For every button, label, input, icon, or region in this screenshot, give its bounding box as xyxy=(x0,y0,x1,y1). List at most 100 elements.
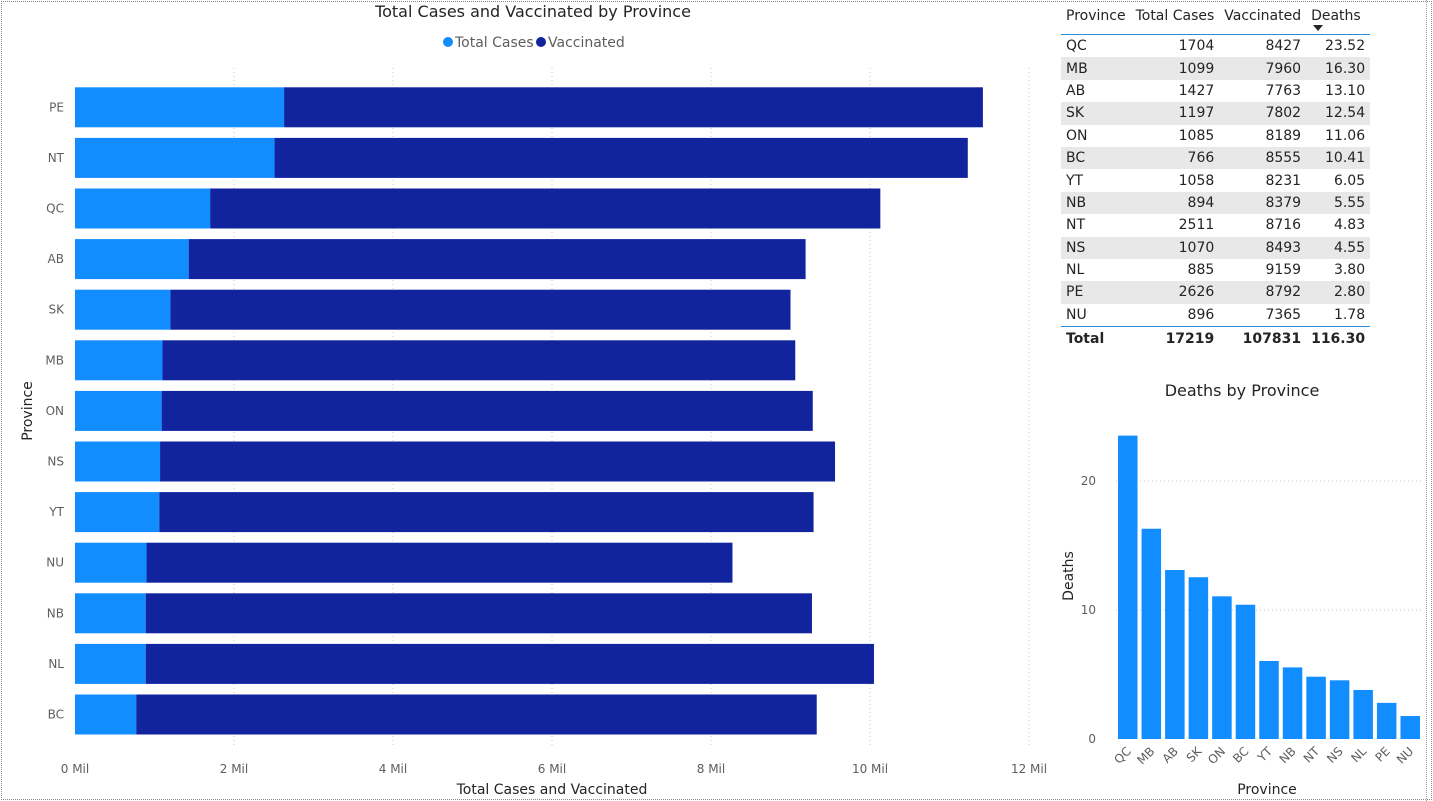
deaths-x-tick-label: NS xyxy=(1324,744,1346,766)
deaths-x-tick-label: AB xyxy=(1159,744,1181,766)
bar-total-cases[interactable] xyxy=(75,492,160,533)
bar-total-cases[interactable] xyxy=(75,390,162,431)
bar-total-cases[interactable] xyxy=(75,188,211,229)
bar-total-cases[interactable] xyxy=(75,87,285,128)
bar-vaccinated[interactable] xyxy=(162,340,796,381)
cell-vaccinated: 7365 xyxy=(1265,306,1302,323)
cell-vaccinated: 7802 xyxy=(1219,102,1307,125)
bar-total-cases[interactable] xyxy=(75,643,146,684)
bar-deaths[interactable] xyxy=(1376,702,1397,739)
bar-deaths[interactable] xyxy=(1212,596,1232,739)
col-header-deaths-label: Deaths xyxy=(1311,8,1361,24)
col-header-vaccinated[interactable]: Vaccinated xyxy=(1224,8,1302,24)
deaths-x-ticks: QC MB AB SK ON BC YT NB NT NS NL PE NU xyxy=(1111,743,1416,767)
total-vaccinated-sum: 107831 xyxy=(1219,326,1307,351)
bar-vaccinated[interactable] xyxy=(146,542,733,583)
cell-province: YT xyxy=(1066,172,1084,189)
table-row[interactable]: NT 2511 8716 4.83 xyxy=(1061,214,1370,236)
main-x-tick-label: 4 Mil xyxy=(379,762,407,776)
bar-vaccinated[interactable] xyxy=(188,239,806,280)
table-row[interactable]: NU 896 7365 1.78 xyxy=(1061,304,1370,327)
deaths-y-tick-label: 20 xyxy=(1081,474,1096,488)
province-table[interactable]: Province Total Cases Vaccinated Deaths Q… xyxy=(1061,4,1371,351)
bar-deaths[interactable] xyxy=(1165,570,1185,739)
cell-deaths: 2.80 xyxy=(1306,281,1371,304)
col-header-province[interactable]: Province xyxy=(1066,8,1126,24)
bar-deaths[interactable] xyxy=(1353,689,1373,739)
col-header-deaths[interactable]: Deaths xyxy=(1306,4,1370,35)
legend-marker-total-cases xyxy=(443,37,453,47)
legend-label-total-cases: Total Cases xyxy=(454,35,534,51)
bar-deaths[interactable] xyxy=(1259,660,1279,739)
main-x-ticks: 0 Mil 2 Mil 4 Mil 6 Mil 8 Mil 10 Mil 12 Mil xyxy=(61,762,1047,776)
bar-deaths[interactable] xyxy=(1141,528,1162,739)
bar-total-cases[interactable] xyxy=(75,694,137,735)
table-row[interactable]: NL 885 9159 3.80 xyxy=(1061,259,1370,281)
bar-vaccinated[interactable] xyxy=(274,137,968,178)
bar-vaccinated[interactable] xyxy=(145,643,874,684)
bar-total-cases[interactable] xyxy=(75,441,161,482)
bar-deaths[interactable] xyxy=(1282,667,1303,739)
main-y-tick-label: PE xyxy=(49,100,64,114)
deaths-x-tick-label: ON xyxy=(1205,744,1228,767)
bar-total-cases[interactable] xyxy=(75,289,171,330)
bar-deaths[interactable] xyxy=(1306,676,1326,739)
deaths-x-tick-label: NU xyxy=(1394,744,1416,766)
cell-deaths: 5.55 xyxy=(1306,191,1371,215)
main-y-tick-label: ON xyxy=(46,404,64,418)
cell-province: SK xyxy=(1061,102,1131,125)
bar-vaccinated[interactable] xyxy=(160,441,836,482)
table-row[interactable]: MB 1099 7960 16.30 xyxy=(1061,57,1371,80)
table-header-row: Province Total Cases Vaccinated Deaths xyxy=(1061,4,1371,35)
main-y-tick-label: AB xyxy=(48,252,64,266)
cell-deaths: 4.83 xyxy=(1333,217,1366,234)
table-row[interactable]: AB 1427 7763 13.10 xyxy=(1061,80,1370,102)
bar-deaths[interactable] xyxy=(1400,716,1420,739)
cell-total-cases: 2626 xyxy=(1130,281,1220,304)
bar-deaths[interactable] xyxy=(1118,435,1138,739)
bar-total-cases[interactable] xyxy=(75,593,146,634)
table-row[interactable]: BC 766 8555 10.41 xyxy=(1061,146,1371,170)
bar-deaths[interactable] xyxy=(1188,577,1209,739)
cell-deaths: 13.10 xyxy=(1325,82,1366,99)
bar-vaccinated[interactable] xyxy=(136,694,817,735)
table-row[interactable]: QC 1704 8427 23.52 xyxy=(1061,35,1370,58)
bar-vaccinated[interactable] xyxy=(284,87,983,128)
deaths-y-tick-label: 10 xyxy=(1081,603,1096,617)
cell-deaths: 4.55 xyxy=(1306,236,1371,259)
bar-vaccinated[interactable] xyxy=(145,593,812,634)
main-x-tick-label: 6 Mil xyxy=(538,762,566,776)
bar-deaths[interactable] xyxy=(1329,680,1350,739)
cell-total-cases: 1704 xyxy=(1178,38,1215,55)
bar-total-cases[interactable] xyxy=(75,137,275,178)
table-row[interactable]: YT 1058 8231 6.05 xyxy=(1061,169,1370,191)
table-row[interactable]: NS 1070 8493 4.55 xyxy=(1061,236,1371,259)
cell-total-cases: 885 xyxy=(1187,262,1215,279)
total-cases-vaccinated-chart[interactable]: Total Cases and Vaccinated by Province T… xyxy=(0,0,1060,801)
bar-vaccinated[interactable] xyxy=(161,390,813,431)
table-row[interactable]: ON 1085 8189 11.06 xyxy=(1061,125,1370,147)
bar-total-cases[interactable] xyxy=(75,542,147,583)
bar-deaths[interactable] xyxy=(1235,604,1256,739)
main-legend[interactable]: Total Cases Vaccinated xyxy=(443,35,625,51)
cell-deaths: 11.06 xyxy=(1325,127,1366,144)
bar-total-cases[interactable] xyxy=(75,239,189,280)
bar-total-cases[interactable] xyxy=(75,340,163,381)
cell-deaths: 23.52 xyxy=(1325,38,1366,55)
cell-province: BC xyxy=(1061,146,1131,170)
table-row[interactable]: SK 1197 7802 12.54 xyxy=(1061,102,1371,125)
page-edge xyxy=(1426,0,1428,801)
bar-vaccinated[interactable] xyxy=(159,492,814,533)
table-row[interactable]: PE 2626 8792 2.80 xyxy=(1061,281,1371,304)
main-chart-title: Total Cases and Vaccinated by Province xyxy=(374,2,691,21)
main-x-tick-label: 10 Mil xyxy=(852,762,888,776)
bar-vaccinated[interactable] xyxy=(210,188,881,229)
cell-total-cases: 1427 xyxy=(1178,82,1215,99)
bar-vaccinated[interactable] xyxy=(170,289,791,330)
table-total-row: Total 17219 107831 116.30 xyxy=(1061,326,1371,351)
cell-total-cases: 1058 xyxy=(1178,172,1215,189)
table-row[interactable]: NB 894 8379 5.55 xyxy=(1061,191,1371,215)
col-header-total-cases[interactable]: Total Cases xyxy=(1135,8,1215,24)
main-x-axis-title: Total Cases and Vaccinated xyxy=(456,782,648,798)
